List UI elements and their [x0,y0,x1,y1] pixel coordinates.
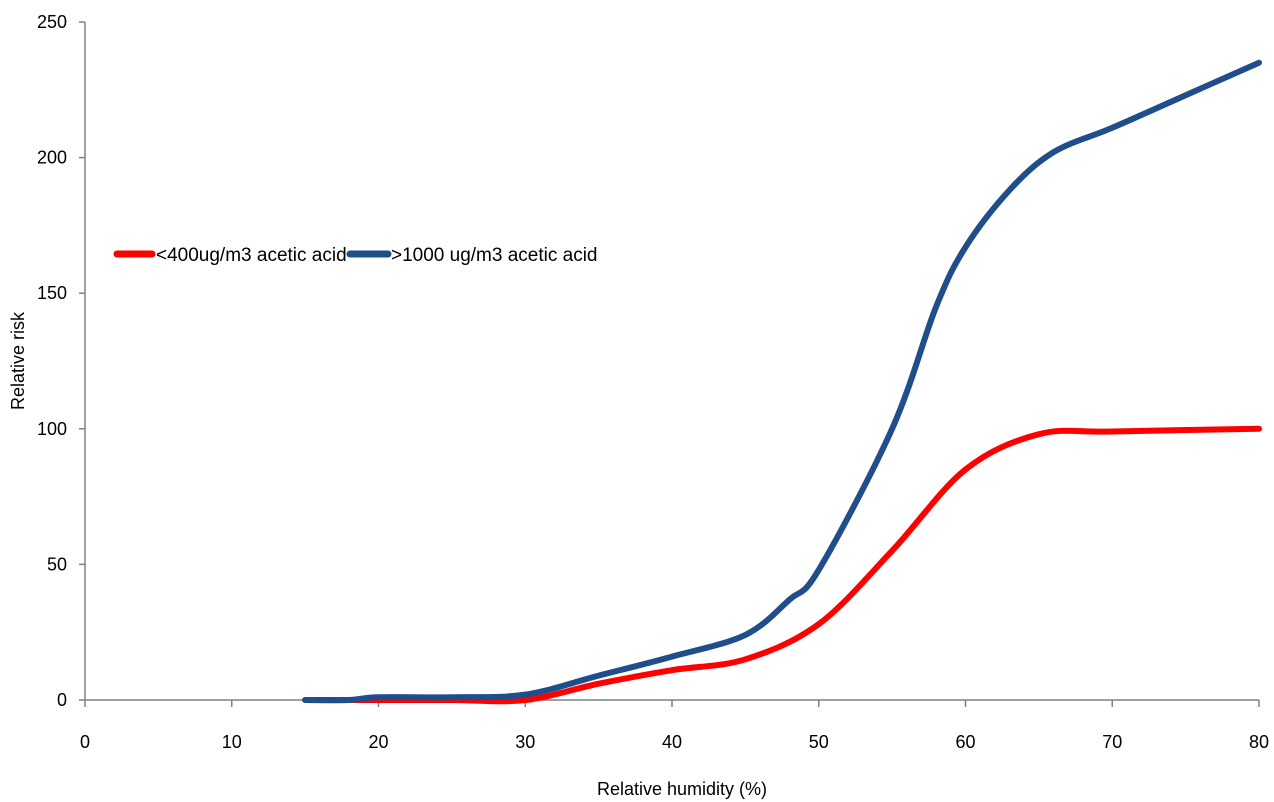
legend: <400ug/m3 acetic acid >1000 ug/m3 acetic … [113,245,598,266]
x-tick-label: 70 [1102,732,1122,752]
legend-label-1: <400ug/m3 acetic acid [156,245,347,266]
x-tick-label: 50 [809,732,829,752]
y-tick-label: 150 [37,283,67,303]
x-tick-label: 20 [368,732,388,752]
y-tick-label: 250 [37,12,67,32]
series-line-2 [302,59,1262,704]
series-line-1 [302,425,1262,705]
y-tick-label: 50 [47,554,67,574]
x-tick-label: 60 [955,732,975,752]
x-tick-label: 30 [515,732,535,752]
axes: 0 50 100 150 200 250 0 10 20 30 40 50 60 70 80 Relative… [8,12,1269,799]
series-lines [302,59,1262,705]
y-axis-title: Relative risk [8,311,28,410]
x-tick-label: 40 [662,732,682,752]
y-tick-label: 200 [37,148,67,168]
x-tick-label: 80 [1249,732,1269,752]
y-tick-label: 100 [37,419,67,439]
x-tick-label: 0 [80,732,90,752]
x-tick-label: 10 [222,732,242,752]
legend-label-2: >1000 ug/m3 acetic acid [391,245,598,266]
x-axis-title: Relative humidity (%) [597,779,767,799]
y-tick-label: 0 [57,690,67,710]
